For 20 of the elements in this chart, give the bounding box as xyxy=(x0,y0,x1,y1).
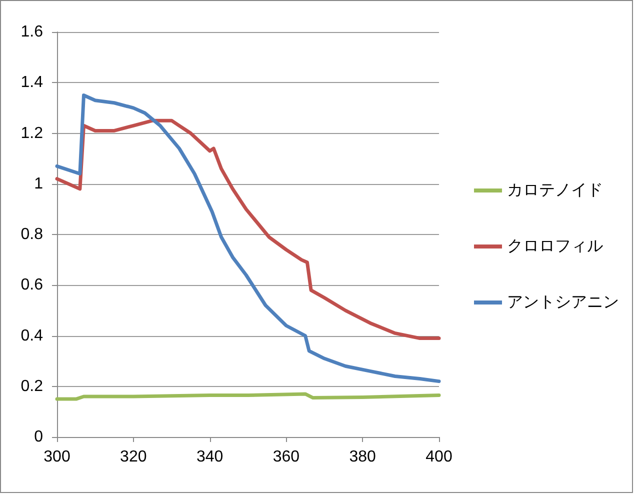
y-tick-label: 0.6 xyxy=(20,276,44,294)
x-tick-label: 360 xyxy=(272,448,300,466)
y-tick-label: 1 xyxy=(34,175,44,192)
x-tick-label: 320 xyxy=(120,448,147,466)
x-tick-label: 300 xyxy=(44,448,70,466)
y-tick-label: 0.8 xyxy=(20,226,44,243)
x-tick-label: 340 xyxy=(196,448,224,466)
y-tick-label: 0 xyxy=(34,428,44,446)
legend-label: クロロフィル xyxy=(507,238,603,255)
x-tick-label: 380 xyxy=(349,448,376,466)
y-tick-label: 0.2 xyxy=(20,378,44,395)
y-tick-label: 1.2 xyxy=(20,124,44,142)
y-tick-label: 1.6 xyxy=(20,24,44,40)
line-series xyxy=(55,118,441,340)
legend-label: アントシアニン xyxy=(507,294,619,311)
line-series xyxy=(55,94,441,384)
legend-label: カロテノイド xyxy=(507,182,603,199)
x-tick-label: 400 xyxy=(426,448,452,466)
y-tick-label: 1.4 xyxy=(20,74,44,92)
y-tick-label: 0.4 xyxy=(20,327,44,344)
